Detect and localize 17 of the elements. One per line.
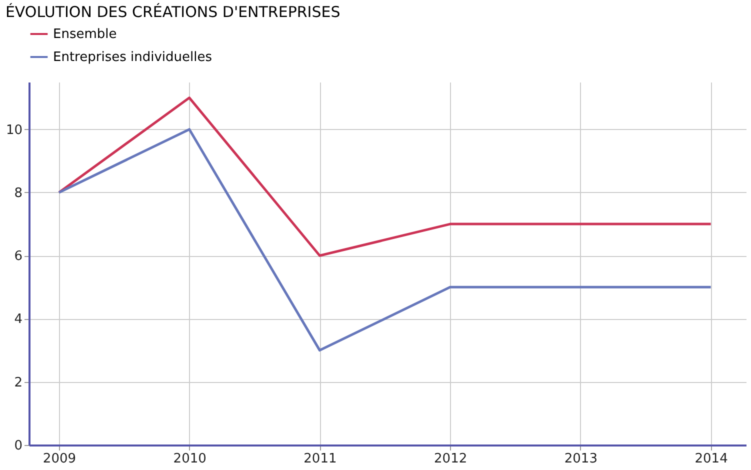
x-tick-label: 2014 xyxy=(694,452,728,466)
x-tick-label: 2012 xyxy=(434,452,468,466)
legend-label: Ensemble xyxy=(53,27,117,42)
x-tick-label: 2010 xyxy=(173,452,206,466)
y-tick-label: 8 xyxy=(14,186,22,201)
y-tick-label: 4 xyxy=(14,312,22,328)
x-tick-label: 2013 xyxy=(564,452,598,466)
legend-label: Entreprises individuelles xyxy=(53,50,212,65)
y-tick-label: 0 xyxy=(14,438,22,454)
x-tick-label: 2011 xyxy=(304,452,337,466)
y-tick-label: 6 xyxy=(14,249,22,264)
line-series xyxy=(58,128,712,352)
y-tick-label: 10 xyxy=(6,122,22,138)
x-tick-label: 2009 xyxy=(42,452,76,466)
line-series xyxy=(58,96,712,257)
y-tick-label: 2 xyxy=(14,375,22,390)
chart-title: ÉVOLUTION DES CRÉATIONS D'ENTREPRISES xyxy=(5,3,340,21)
